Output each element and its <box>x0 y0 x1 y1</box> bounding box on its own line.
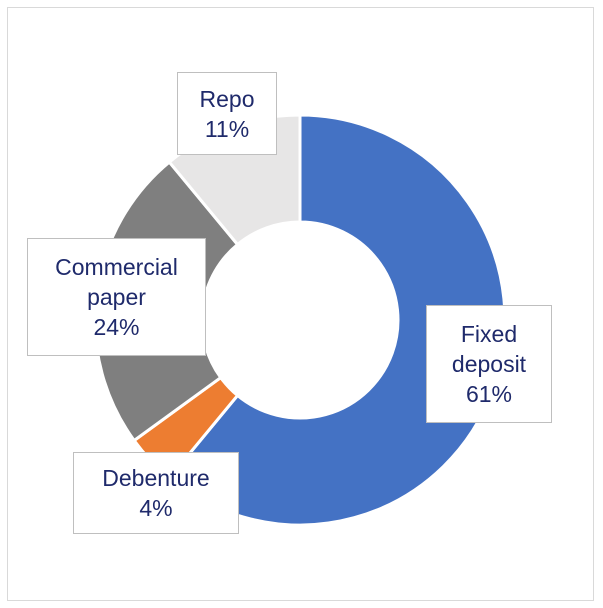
callout-debenture-line1: Debenture <box>102 465 210 491</box>
callout-fixed-deposit-line2: deposit <box>451 351 527 377</box>
callout-commercial-paper-line2: paper <box>87 284 146 310</box>
callout-commercial-paper-value: 24% <box>93 314 140 340</box>
callout-commercial-paper: Commercial paper 24% <box>27 238 206 356</box>
callout-fixed-deposit: Fixed deposit 61% <box>426 305 552 423</box>
donut-slice-fixed-deposit <box>167 113 507 527</box>
callout-commercial-paper-line1: Commercial <box>55 254 178 280</box>
callout-debenture: Debenture 4% <box>73 452 239 534</box>
callout-fixed-deposit-line1: Fixed <box>460 321 518 347</box>
callout-debenture-value: 4% <box>139 495 173 521</box>
callout-repo-value: 11% <box>204 115 250 142</box>
callout-repo: Repo 11% <box>177 72 277 155</box>
callout-repo-line1: Repo <box>199 85 255 112</box>
callout-fixed-deposit-value: 61% <box>465 381 513 407</box>
